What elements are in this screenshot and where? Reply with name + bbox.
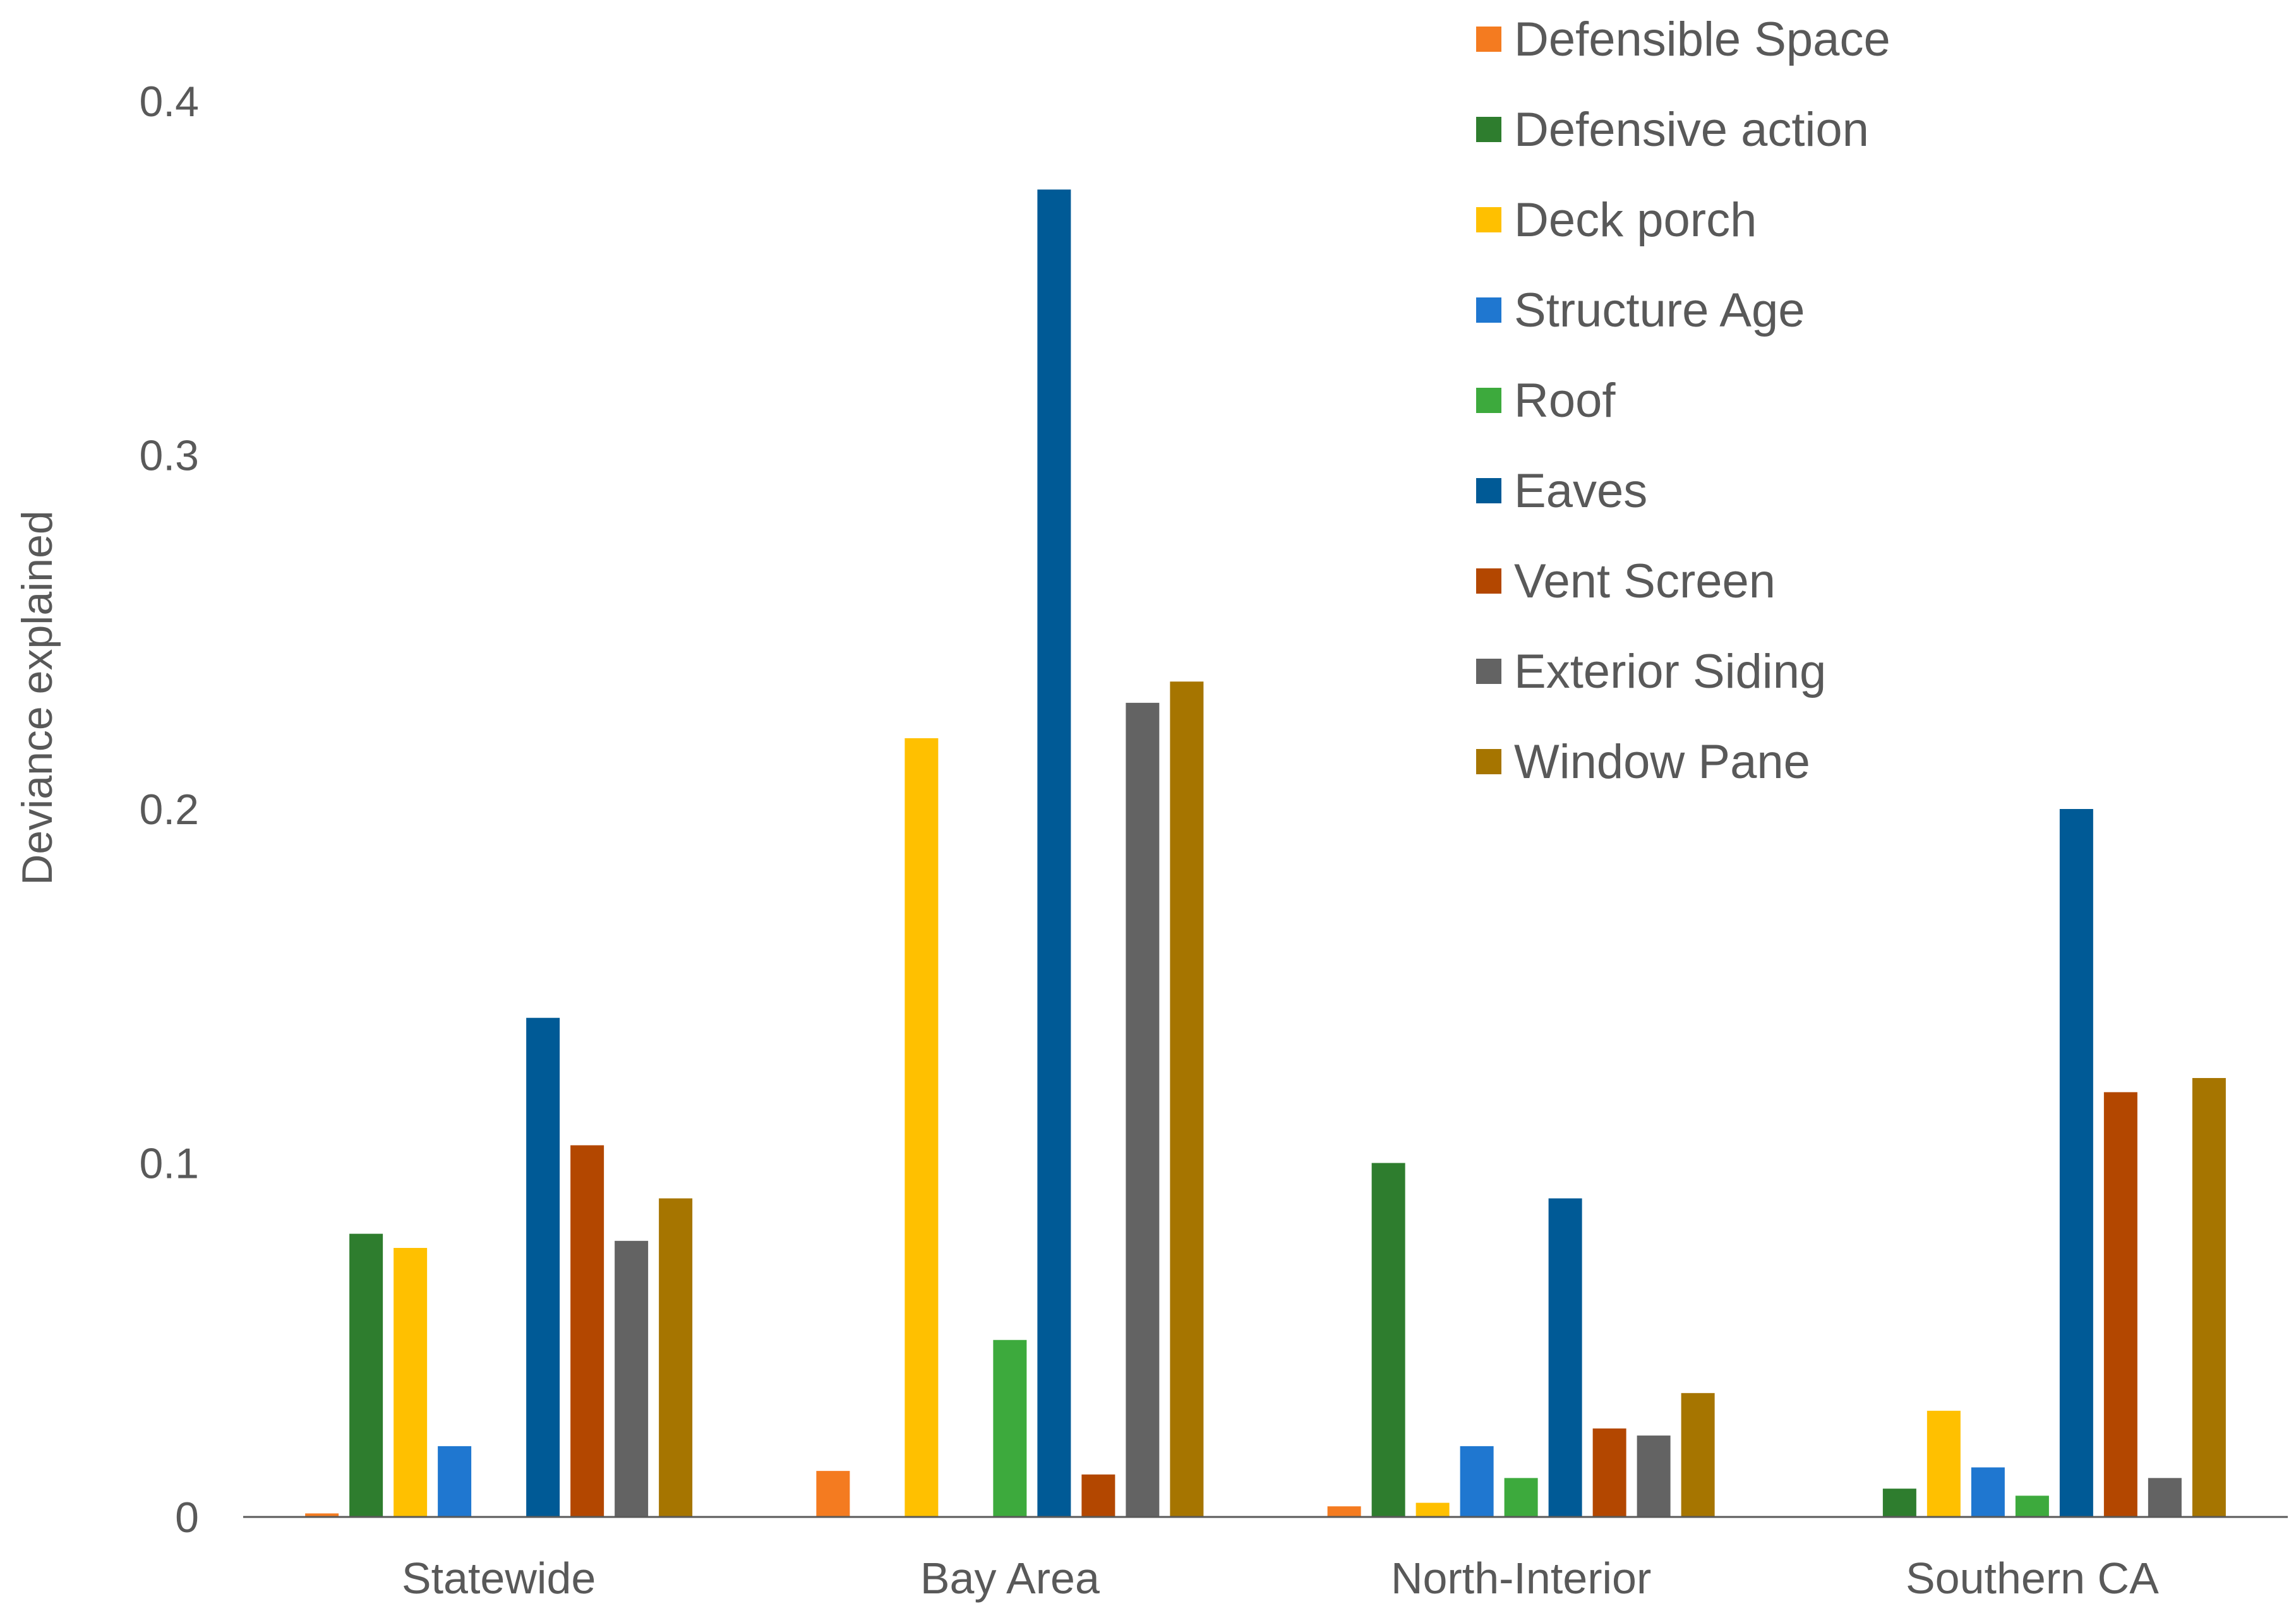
bar-roof-north-interior: [1504, 1478, 1538, 1517]
legend-label: Eaves: [1514, 464, 1647, 518]
legend-label: Roof: [1514, 374, 1616, 428]
bar-defensible-space-bay-area: [816, 1471, 850, 1517]
legend-swatch: [1476, 568, 1501, 594]
legend: Defensible Space Defensive action Deck por…: [1476, 13, 1890, 789]
bar-window-pane-statewide: [659, 1198, 693, 1517]
y-tick-label: 0.1: [139, 1140, 199, 1188]
legend-label: Exterior Siding: [1514, 645, 1826, 698]
x-tick-label: North-Interior: [1391, 1554, 1651, 1603]
bar-structure-age-statewide: [438, 1446, 472, 1517]
bar-roof-bay-area: [993, 1339, 1027, 1517]
x-tick-label: Southern CA: [1906, 1554, 2159, 1603]
bar-vent-screen-bay-area: [1081, 1474, 1115, 1517]
legend-label: Structure Age: [1514, 284, 1805, 337]
legend-swatch: [1476, 207, 1501, 232]
legend-swatch: [1476, 659, 1501, 684]
x-tick-label: Statewide: [402, 1554, 596, 1603]
bar-defensive-action-north-interior: [1371, 1163, 1405, 1517]
bar-defensible-space-north-interior: [1327, 1506, 1361, 1517]
x-axis: Statewide Bay Area North-Interior Southern …: [402, 1554, 2159, 1603]
bar-defensive-action-statewide: [349, 1233, 383, 1517]
y-tick-label: 0.3: [139, 432, 199, 480]
y-tick-label: 0.2: [139, 786, 199, 834]
bar-eaves-north-interior: [1548, 1198, 1582, 1517]
legend-label: Defensible Space: [1514, 13, 1890, 66]
legend-swatch: [1476, 117, 1501, 142]
bar-eaves-southern-ca: [2059, 809, 2093, 1517]
y-axis: 0 0.1 0.2 0.3 0.4: [139, 78, 199, 1542]
y-tick-label: 0: [175, 1494, 199, 1542]
legend-label: Defensive action: [1514, 103, 1869, 157]
bar-exterior-siding-statewide: [615, 1240, 649, 1517]
legend-label: Deck porch: [1514, 193, 1757, 247]
legend-swatch: [1476, 388, 1501, 413]
bar-roof-southern-ca: [2015, 1495, 2049, 1517]
bar-structure-age-north-interior: [1460, 1446, 1494, 1517]
bar-window-pane-bay-area: [1170, 681, 1204, 1517]
legend-label: Vent Screen: [1514, 554, 1776, 608]
bar-vent-screen-statewide: [570, 1145, 604, 1517]
bar-vent-screen-southern-ca: [2103, 1092, 2137, 1517]
bar-defensible-space-statewide: [305, 1513, 339, 1517]
legend-label: Window Pane: [1514, 735, 1810, 789]
bar-vent-screen-north-interior: [1592, 1428, 1626, 1517]
y-tick-label: 0.4: [139, 78, 199, 126]
bar-window-pane-southern-ca: [2192, 1077, 2226, 1517]
bar-exterior-siding-southern-ca: [2148, 1478, 2182, 1517]
legend-swatch: [1476, 27, 1501, 52]
legend-swatch: [1476, 297, 1501, 323]
bar-eaves-statewide: [526, 1017, 560, 1517]
bar-deck-porch-southern-ca: [1926, 1410, 1961, 1517]
bar-eaves-bay-area: [1037, 189, 1071, 1517]
bar-deck-porch-north-interior: [1415, 1502, 1450, 1517]
legend-swatch: [1476, 478, 1501, 503]
x-tick-label: Bay Area: [920, 1554, 1100, 1603]
y-axis-label: Deviance explained: [13, 510, 61, 885]
bars: [305, 189, 2226, 1517]
bar-defensive-action-southern-ca: [1882, 1489, 1916, 1517]
bar-deck-porch-bay-area: [905, 738, 939, 1517]
bar-exterior-siding-north-interior: [1637, 1435, 1671, 1517]
bar-exterior-siding-bay-area: [1126, 702, 1160, 1517]
bar-structure-age-southern-ca: [1971, 1467, 2005, 1517]
bar-window-pane-north-interior: [1681, 1393, 1715, 1517]
legend-swatch: [1476, 749, 1501, 774]
bar-deck-porch-statewide: [394, 1248, 428, 1517]
